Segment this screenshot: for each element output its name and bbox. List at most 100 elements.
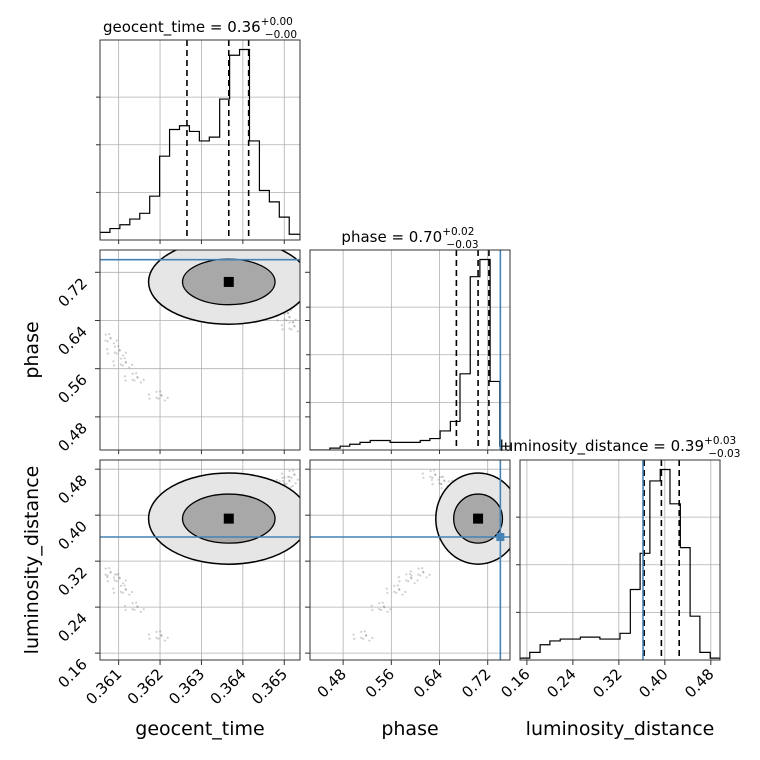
sample-point: [124, 379, 127, 382]
sample-point: [447, 480, 450, 483]
sample-point: [285, 319, 288, 322]
sample-point: [113, 351, 116, 354]
sample-point: [385, 587, 388, 590]
sample-point: [123, 357, 126, 360]
sample-point: [124, 361, 128, 364]
sample-point: [378, 608, 381, 611]
sample-point: [166, 396, 169, 399]
xtick-label-luminosity-distance-4: 0.48: [681, 665, 717, 701]
sample-point: [443, 479, 446, 482]
ylabel-phase: phase: [21, 321, 43, 378]
sample-point: [117, 572, 120, 576]
sample-point: [419, 574, 422, 577]
sample-point: [160, 634, 163, 637]
sample-point: [292, 320, 295, 324]
sample-point: [293, 324, 296, 327]
sample-point: [296, 330, 299, 333]
sample-point: [378, 602, 381, 605]
sample-point: [283, 318, 286, 321]
sample-point: [405, 573, 408, 576]
sample-point: [365, 634, 368, 637]
sample-point: [118, 349, 121, 352]
sample-point: [393, 584, 396, 588]
sample-point: [106, 348, 109, 351]
sample-point: [124, 351, 127, 354]
sample-point: [106, 575, 109, 579]
sample-point: [428, 573, 431, 576]
xtick-label-geocent-time-2: 0.363: [165, 665, 208, 708]
sample-point: [397, 575, 400, 579]
sample-point: [381, 601, 384, 604]
sample-point: [124, 588, 127, 591]
hist-step-phase: [310, 258, 510, 450]
sample-point: [108, 332, 111, 336]
sample-point: [431, 483, 434, 486]
sample-point: [363, 630, 366, 633]
sample-point: [275, 478, 279, 482]
sample-point: [119, 363, 123, 366]
sample-point: [292, 469, 295, 472]
hist-panel-phase: [310, 250, 510, 450]
sample-point: [425, 576, 428, 579]
sample-point: [393, 590, 396, 593]
sample-point: [383, 606, 386, 609]
sample-point: [386, 591, 389, 594]
sample-point: [434, 473, 437, 477]
sample-point: [147, 393, 151, 396]
sample-point: [434, 473, 437, 476]
sample-point: [429, 469, 432, 473]
xtick-label-phase-3: 0.72: [458, 665, 494, 701]
sample-point: [291, 484, 294, 488]
sample-point: [131, 608, 134, 611]
sample-point: [112, 576, 116, 579]
title-geocent-time-plus: +0.00: [261, 16, 293, 28]
sample-point: [109, 570, 112, 573]
density-peak-geocent-time-vs-phase: [223, 276, 234, 287]
sample-point: [289, 486, 292, 489]
sample-point: [441, 475, 445, 478]
sample-point: [398, 580, 401, 583]
sample-point: [413, 582, 416, 585]
sample-point: [157, 637, 160, 640]
sample-point: [124, 608, 127, 612]
sample-point: [159, 390, 162, 393]
sample-point: [288, 469, 291, 473]
sample-point: [109, 571, 112, 574]
sample-point: [148, 397, 151, 400]
sample-point: [133, 608, 136, 612]
sample-point: [352, 633, 355, 636]
sample-point: [431, 476, 434, 479]
xtick-label-luminosity-distance-3: 0.40: [635, 665, 671, 701]
sample-point: [147, 633, 151, 636]
sample-point: [98, 340, 100, 342]
sample-point: [123, 584, 126, 587]
xtick-label-phase-1: 0.56: [362, 665, 398, 701]
sample-point: [104, 567, 107, 570]
sample-point: [290, 328, 293, 331]
sample-point: [422, 570, 425, 573]
sample-point: [440, 487, 443, 490]
sample-point: [296, 478, 299, 481]
hist-step-luminosity-distance: [520, 468, 720, 660]
sample-point: [410, 577, 413, 580]
xtick-label-phase-2: 0.64: [410, 665, 446, 701]
scatter-panel-geocent-time-vs-luminosity-distance: [100, 460, 300, 660]
sample-point: [283, 482, 286, 485]
xtick-label-geocent-time-1: 0.362: [124, 665, 167, 708]
sample-point: [112, 342, 116, 345]
xlabel-phase: phase: [381, 718, 438, 740]
sample-point: [166, 636, 169, 640]
sample-point: [288, 316, 291, 319]
sample-point: [287, 311, 290, 315]
sample-point: [139, 610, 142, 614]
sample-point: [370, 604, 373, 607]
sample-point: [439, 482, 443, 486]
title-luminosity-distance-plus: +0.03: [704, 435, 736, 447]
sample-point: [113, 573, 116, 576]
sample-point: [160, 394, 163, 397]
sample-point: [401, 593, 404, 596]
title-geocent-time-minus: −0.00: [265, 29, 297, 41]
sample-point: [155, 630, 158, 633]
sample-point: [288, 321, 291, 324]
sample-point: [429, 475, 432, 479]
